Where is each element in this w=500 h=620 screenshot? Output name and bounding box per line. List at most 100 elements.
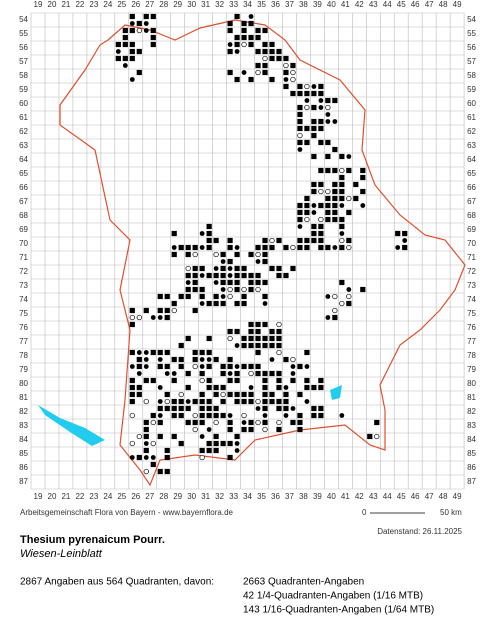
column-label: 39: [313, 0, 322, 9]
row-label: 54: [467, 15, 476, 24]
occurrence-square: [311, 230, 317, 237]
occurrence-square: [346, 300, 352, 307]
occurrence-square: [269, 76, 275, 83]
occurrence-square: [304, 139, 310, 146]
occurrence-square: [297, 125, 303, 132]
occurrence-square: [332, 146, 338, 153]
row-label: 55: [19, 29, 28, 38]
occurrence-square: [283, 55, 289, 62]
occurrence-square: [297, 391, 303, 398]
occurrence-square: [129, 41, 135, 48]
row-label: 71: [19, 253, 28, 262]
occurrence-dot: [199, 231, 205, 236]
occurrence-square: [262, 293, 268, 300]
occurrence-square: [115, 41, 121, 48]
row-label: 55: [467, 29, 476, 38]
occurrence-square: [129, 377, 135, 384]
row-label: 72: [19, 267, 28, 276]
occurrence-square: [248, 321, 254, 328]
occurrence-dot: [143, 364, 149, 369]
occurrence-square: [262, 258, 268, 265]
column-label: 24: [103, 0, 112, 9]
occurrence-dot: [150, 455, 156, 460]
occurrence-square: [248, 272, 254, 279]
occurrence-square: [185, 419, 191, 426]
occurrence-open: [255, 398, 261, 405]
occurrence-dot: [143, 350, 149, 355]
column-label: 25: [117, 492, 126, 501]
occurrence-square: [164, 405, 170, 412]
occurrence-square: [318, 405, 324, 412]
occurrence-square: [185, 370, 191, 377]
lake: [38, 405, 105, 446]
occurrence-dot: [339, 231, 345, 236]
species: Thesium pyrenaicum Pourr.: [20, 534, 165, 546]
row-label: 62: [467, 127, 476, 136]
occurrence-open: [199, 454, 205, 461]
occurrence-open: [290, 69, 296, 76]
row-label: 59: [467, 85, 476, 94]
occurrence-square: [227, 391, 233, 398]
column-label: 19: [34, 0, 43, 9]
state-border: [59, 19, 466, 487]
occurrence-square: [255, 48, 261, 55]
occurrence-square: [178, 293, 184, 300]
occurrence-square: [192, 279, 198, 286]
occurrence-square: [248, 279, 254, 286]
occurrence-square: [227, 244, 233, 251]
row-label: 72: [467, 267, 476, 276]
occurrence-open: [269, 237, 275, 244]
occurrence-square: [276, 426, 282, 433]
occurrence-square: [234, 251, 240, 258]
occurrence-square: [339, 174, 345, 181]
occurrence-open: [241, 412, 247, 419]
occurrence-square: [199, 349, 205, 356]
row-label: 75: [467, 309, 476, 318]
occurrence-dot: [234, 49, 240, 54]
occurrence-square: [241, 335, 247, 342]
occurrence-dot: [227, 266, 233, 271]
occurrence-square: [206, 384, 212, 391]
row-label: 65: [19, 169, 28, 178]
column-label: 42: [355, 0, 364, 9]
occurrence-square: [206, 440, 212, 447]
occurrence-square: [220, 251, 226, 258]
occurrence-square: [290, 90, 296, 97]
row-label: 67: [467, 197, 476, 206]
occurrence-open: [276, 349, 282, 356]
column-label: 40: [327, 492, 336, 501]
occurrence-square: [304, 237, 310, 244]
row-label: 77: [19, 337, 28, 346]
occurrence-square: [332, 181, 338, 188]
occurrence-square: [220, 272, 226, 279]
row-label: 64: [467, 155, 476, 164]
occurrence-dot: [325, 119, 331, 124]
column-label: 26: [131, 492, 140, 501]
count: 143 1/16-Quadranten-Angaben (1/64 MTB): [243, 605, 434, 616]
occurrence-square: [115, 55, 121, 62]
occurrence-square: [234, 41, 240, 48]
occurrence-square: [199, 370, 205, 377]
occurrence-open: [346, 195, 352, 202]
row-label: 56: [467, 43, 476, 52]
occurrence-square: [311, 223, 317, 230]
column-label: 28: [159, 492, 168, 501]
occurrence-square: [262, 398, 268, 405]
occurrence-square: [332, 188, 338, 195]
occurrence-square: [241, 342, 247, 349]
occurrence-dot: [311, 84, 317, 89]
occurrence-square: [136, 391, 142, 398]
occurrence-square: [339, 279, 345, 286]
occurrence-dot: [241, 420, 247, 425]
occurrence-square: [234, 433, 240, 440]
row-label: 60: [467, 99, 476, 108]
column-label: 32: [215, 0, 224, 9]
occurrence-square: [129, 307, 135, 314]
occurrence-dot: [283, 77, 289, 82]
occurrence-square: [276, 384, 282, 391]
occurrence-square: [241, 34, 247, 41]
occurrence-square: [346, 167, 352, 174]
occurrence-square: [339, 223, 345, 230]
occurrence-square: [283, 356, 289, 363]
row-label: 85: [467, 449, 476, 458]
